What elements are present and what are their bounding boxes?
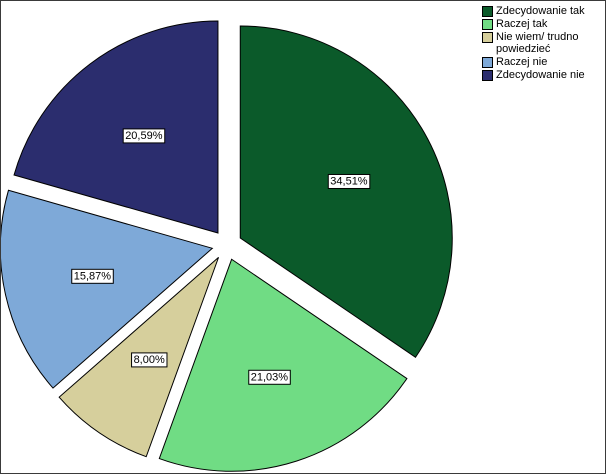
slice-label-2: 8,00% [131,352,168,368]
slice-label-box [131,352,168,368]
slice-label-3: 15,87% [71,268,114,284]
slice-value-text: 20,59% [125,130,163,142]
slice-value-text: 34,51% [330,175,368,187]
slice-value-text: 8,00% [134,354,165,366]
slice-label-0: 34,51% [327,173,371,189]
legend-item-zdecydowanie-nie[interactable]: Zdecydowanie nie [482,69,600,81]
slice-label-4: 20,59% [122,128,166,144]
pie-slice-1[interactable] [158,258,408,472]
legend-swatch-zdecydowanie-nie [482,70,493,81]
legend-item-raczej-nie[interactable]: Raczej nie [482,56,600,68]
slice-value-text: 15,87% [74,270,112,282]
slice-label-1: 21,03% [248,369,291,385]
legend-item-zdecydowanie-tak[interactable]: Zdecydowanie tak [482,5,600,17]
legend-label: Raczej nie [496,56,548,68]
legend-label: Zdecydowanie tak [496,5,585,17]
legend-label: Nie wiem/ trudno powiedzieć [496,31,579,55]
slice-label-box [248,369,291,385]
legend-swatch-nie-wiem [482,32,493,43]
slice-label-box [71,268,114,284]
legend-swatch-raczej-tak [482,19,493,30]
pie-slice-3[interactable] [1,189,214,389]
legend-label: Zdecydowanie nie [496,69,585,81]
legend: Zdecydowanie tak Raczej tak Nie wiem/ tr… [482,5,600,82]
legend-swatch-raczej-nie [482,57,493,68]
legend-label: Raczej tak [496,18,548,30]
pie-slice-0[interactable] [239,25,453,358]
legend-item-raczej-tak[interactable]: Raczej tak [482,18,600,30]
slice-label-box [122,128,166,144]
slice-label-box [327,173,371,189]
slice-value-text: 21,03% [251,371,289,383]
pie-slice-4[interactable] [13,20,219,234]
legend-item-nie-wiem[interactable]: Nie wiem/ trudno powiedzieć [482,31,600,55]
legend-swatch-zdecydowanie-tak [482,6,493,17]
